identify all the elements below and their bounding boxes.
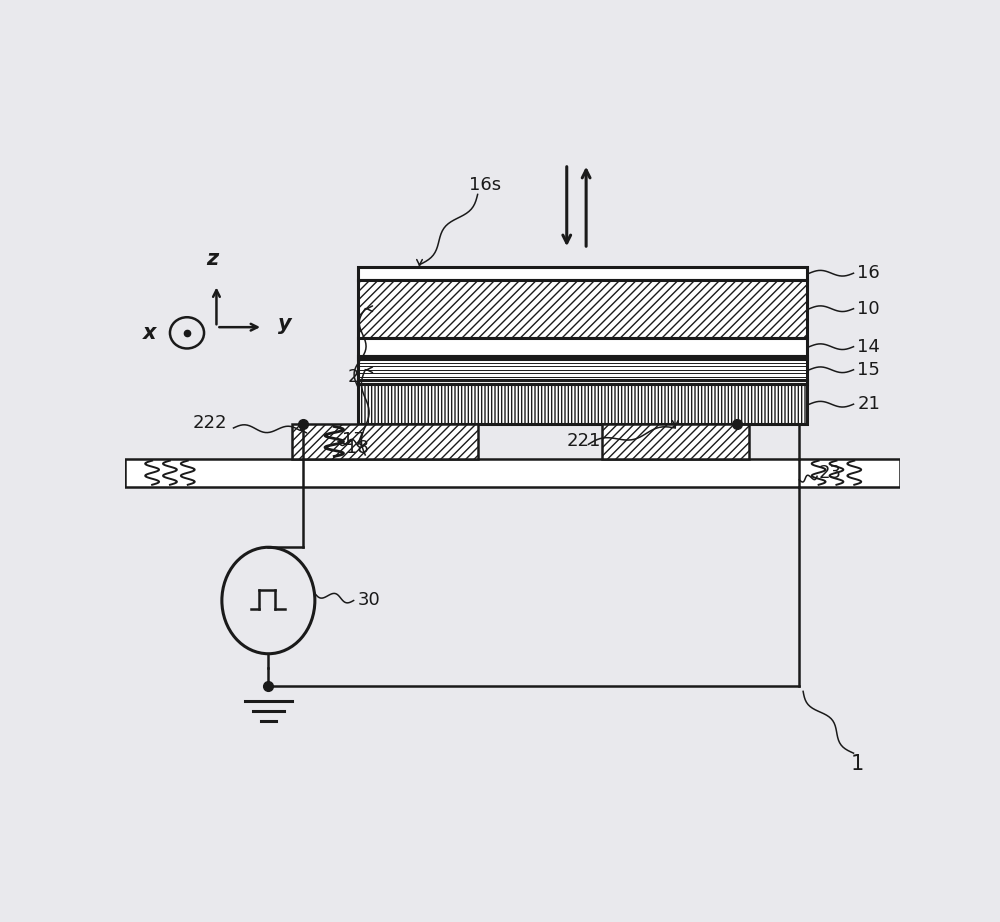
Text: 18: 18: [346, 439, 369, 457]
Polygon shape: [358, 337, 807, 356]
Polygon shape: [602, 424, 749, 458]
Text: x: x: [143, 323, 156, 343]
Text: 222: 222: [193, 414, 228, 432]
Text: 16s: 16s: [469, 176, 501, 195]
Text: 10: 10: [857, 300, 880, 318]
Text: 16: 16: [857, 265, 880, 282]
Text: 15: 15: [857, 361, 880, 379]
Text: 2: 2: [348, 368, 359, 386]
Polygon shape: [358, 279, 807, 337]
Text: 21: 21: [857, 396, 880, 413]
Polygon shape: [125, 458, 900, 487]
Text: 14: 14: [857, 337, 880, 356]
Text: y: y: [278, 313, 292, 334]
Text: z: z: [207, 249, 219, 269]
Text: 30: 30: [358, 592, 380, 609]
Polygon shape: [292, 424, 478, 458]
Text: 17: 17: [342, 431, 365, 449]
Text: 1: 1: [851, 754, 864, 774]
Text: 221: 221: [567, 431, 601, 450]
Text: 23: 23: [819, 464, 842, 481]
Polygon shape: [358, 384, 807, 424]
Polygon shape: [358, 266, 807, 279]
Polygon shape: [358, 356, 807, 384]
